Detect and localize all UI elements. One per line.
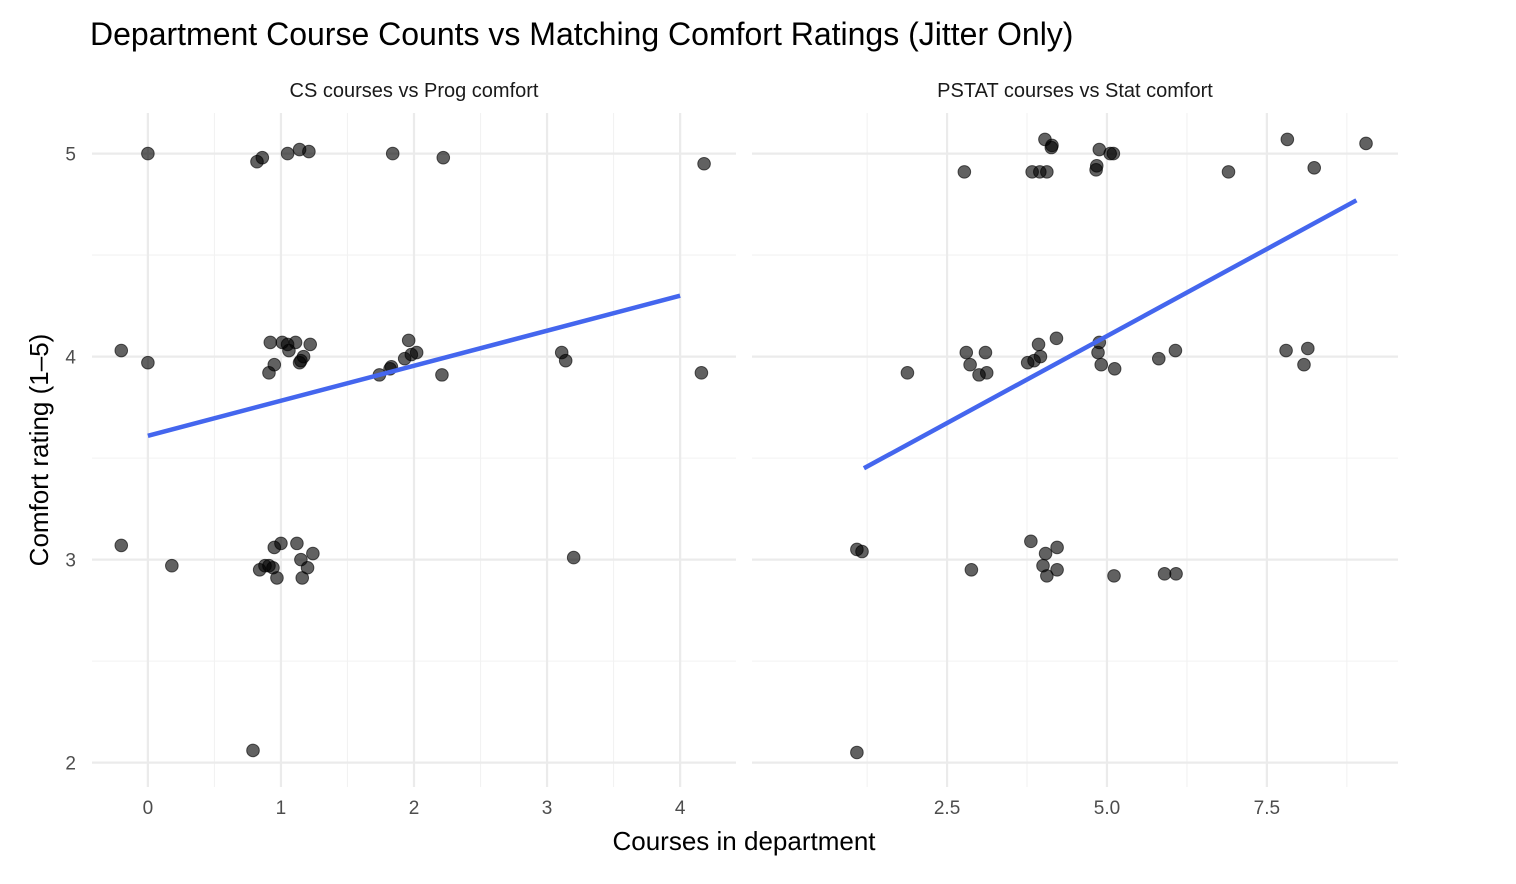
data-point xyxy=(1044,140,1059,155)
data-point xyxy=(401,333,416,348)
data-point xyxy=(1151,351,1166,366)
data-point xyxy=(302,144,316,159)
data-point xyxy=(959,345,974,360)
x-tick-label: 0 xyxy=(143,798,154,819)
data-point xyxy=(1168,343,1183,358)
data-point xyxy=(1094,357,1109,372)
data-point xyxy=(978,345,993,360)
data-point xyxy=(957,165,972,179)
data-point xyxy=(296,349,311,364)
facet-panels: CS courses vs Prog comfort 0 1 2 3 4 2 3 4 5 PSTAT… xyxy=(65,80,1398,819)
data-point xyxy=(1040,569,1054,583)
x-tick-label: 1 xyxy=(276,798,287,819)
data-point xyxy=(1040,165,1054,179)
data-point xyxy=(1107,361,1122,376)
data-point xyxy=(246,743,260,758)
data-point xyxy=(263,335,278,350)
x-tick-label: 5.0 xyxy=(1094,798,1120,819)
data-point xyxy=(900,366,915,380)
facet-panel-1: CS courses vs Prog comfort 0 1 2 3 4 2 3 4 5 xyxy=(65,80,736,819)
data-point xyxy=(1050,562,1064,577)
data-point xyxy=(979,366,994,380)
trend-line xyxy=(147,293,681,438)
data-point xyxy=(963,357,977,372)
data-point xyxy=(165,558,179,573)
data-point xyxy=(1301,341,1315,356)
x-tick-label: 2.5 xyxy=(934,798,960,819)
data-point xyxy=(1106,146,1121,161)
x-tick-label: 3 xyxy=(542,798,553,819)
data-point xyxy=(385,146,400,161)
y-tick-label: 2 xyxy=(65,754,76,775)
x-axis-title: Courses in department xyxy=(612,826,876,856)
data-point xyxy=(141,146,155,161)
data-point xyxy=(1049,331,1064,346)
data-point xyxy=(1157,567,1172,581)
data-point xyxy=(1107,569,1121,583)
data-point xyxy=(409,345,424,360)
data-point xyxy=(274,536,288,551)
data-point xyxy=(1279,343,1293,358)
data-point xyxy=(262,366,276,380)
data-point xyxy=(1169,567,1183,581)
data-point xyxy=(1359,136,1373,151)
data-point xyxy=(141,355,155,370)
data-point xyxy=(1031,337,1046,352)
facet-strip-label: CS courses vs Prog comfort xyxy=(290,80,539,102)
y-tick-label: 5 xyxy=(65,145,76,166)
data-point xyxy=(436,150,451,165)
chart-title: Department Course Counts vs Matching Com… xyxy=(90,16,1073,52)
y-tick-label: 3 xyxy=(65,551,76,572)
x-tick-label: 4 xyxy=(675,798,686,819)
x-tick-label: 7.5 xyxy=(1254,798,1280,819)
data-point xyxy=(290,536,304,551)
data-point xyxy=(280,146,295,161)
data-point xyxy=(114,343,129,358)
data-point xyxy=(114,538,129,553)
data-point xyxy=(303,337,318,352)
facet-panel-2: PSTAT courses vs Stat comfort 2.5 5.0 7.5 xyxy=(752,80,1398,819)
trend-line xyxy=(862,198,1358,471)
facet-strip-label: PSTAT courses vs Stat comfort xyxy=(937,80,1213,102)
data-point xyxy=(288,335,303,350)
data-point xyxy=(1297,357,1311,372)
data-point xyxy=(300,560,315,575)
data-point xyxy=(855,544,869,559)
data-point xyxy=(270,571,284,585)
y-axis-title: Comfort rating (1–5) xyxy=(24,334,54,567)
data-point xyxy=(558,353,573,368)
data-point xyxy=(1033,349,1048,364)
data-point xyxy=(850,745,864,760)
data-point xyxy=(1050,540,1064,555)
data-point xyxy=(1089,158,1104,173)
data-point xyxy=(306,546,320,561)
data-point xyxy=(1024,534,1038,549)
data-point xyxy=(1038,546,1053,561)
data-point xyxy=(964,562,979,577)
data-point xyxy=(694,366,709,380)
data-point xyxy=(435,368,449,382)
data-point xyxy=(255,150,270,165)
x-tick-label: 2 xyxy=(409,798,420,819)
data-point xyxy=(697,156,711,171)
data-point xyxy=(1307,161,1322,175)
y-tick-label: 4 xyxy=(65,348,76,369)
data-point xyxy=(1221,165,1236,179)
data-point xyxy=(566,550,581,565)
data-point xyxy=(1280,132,1295,147)
